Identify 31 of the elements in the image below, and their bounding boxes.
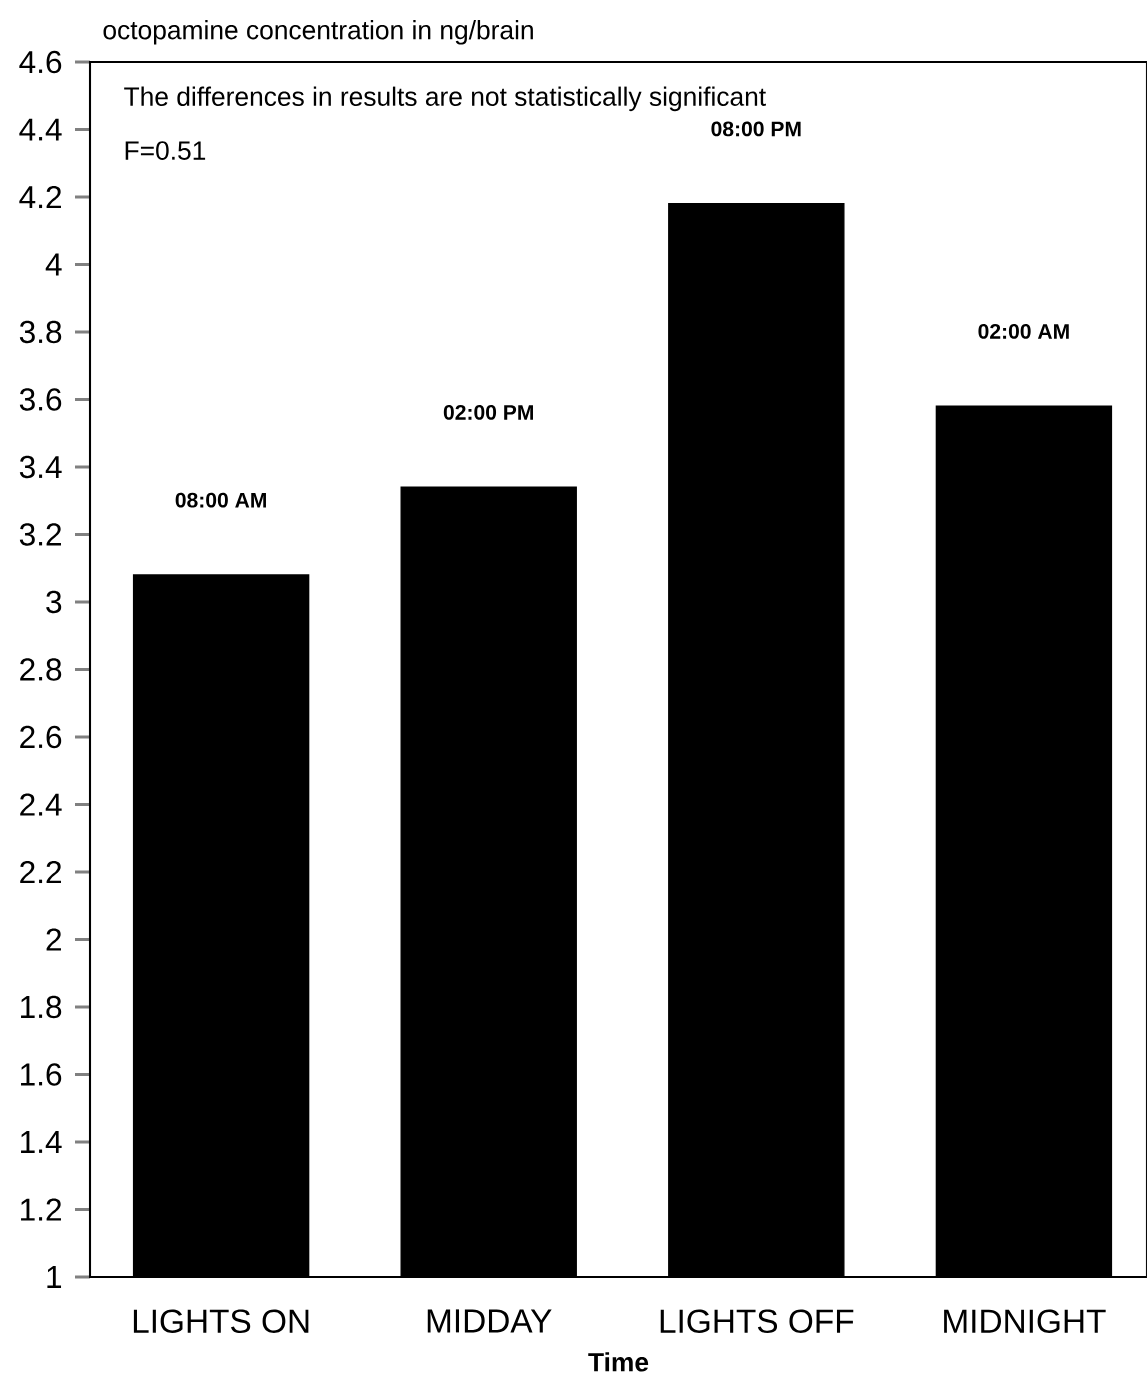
y-tick-label: 3.6 [19, 388, 62, 411]
y-tick-label: 2.2 [20, 860, 61, 884]
annotation: F=0.51 [125, 141, 206, 160]
y-tick-label: 1.4 [21, 1131, 62, 1153]
y-tick-label: 4.4 [19, 118, 62, 141]
y-tick-label: 2.4 [20, 793, 62, 816]
y-tick-label: 2.8 [20, 658, 62, 681]
y-tick-label: 3.2 [19, 523, 61, 546]
x-tick-label: LIGHTS OFF [660, 1309, 854, 1334]
annotation: 08:00 PM [711, 121, 801, 137]
y-tick-label: 2.6 [20, 725, 62, 749]
y-tick-label: 1.8 [21, 995, 62, 1019]
y-axis-title: octopamine concentration in ng/brain [103, 20, 533, 45]
x-tick-label: MIDNIGHT [944, 1309, 1106, 1334]
y-tick-label: 1.6 [21, 1063, 62, 1086]
y-tick-label: 4.2 [19, 185, 61, 209]
x-axis-title: Time [588, 1352, 649, 1372]
annotation: 02:00 PM [443, 404, 533, 420]
annotation: The differences in results are not statistically significant [124, 86, 766, 112]
y-tick-label: 1 [47, 1266, 62, 1288]
y-tick-label: 3.4 [19, 455, 62, 479]
x-tick-label: LIGHTS ON [133, 1309, 309, 1334]
annotation: 02:00 AM [978, 323, 1069, 339]
y-tick-label: 3.8 [19, 320, 62, 344]
y-tick-label: 4.6 [19, 50, 62, 74]
annotation: 08:00 AM [175, 492, 266, 508]
y-tick-label: 4 [45, 253, 62, 276]
y-tick-label: 1.2 [21, 1198, 61, 1221]
y-tick-label: 3 [46, 590, 62, 614]
y-tick-label: 2 [46, 928, 61, 951]
x-tick-label: MIDDAY [427, 1309, 552, 1333]
